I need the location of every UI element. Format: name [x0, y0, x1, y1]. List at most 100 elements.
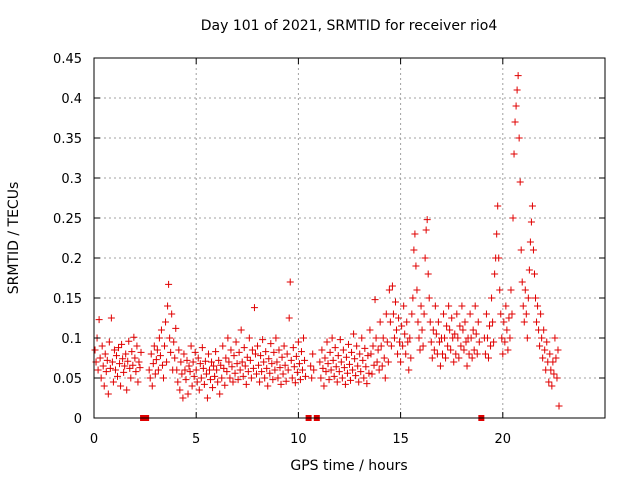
data-point: [225, 358, 233, 366]
data-point: [125, 337, 133, 345]
data-point: [375, 366, 383, 374]
data-point: [157, 326, 165, 334]
data-point: [347, 376, 355, 384]
data-point: [146, 374, 154, 382]
data-point: [260, 358, 268, 366]
data-point: [338, 374, 346, 382]
data-point: [118, 340, 126, 348]
data-point: [552, 354, 560, 362]
data-point: [519, 302, 527, 310]
data-point: [291, 379, 299, 387]
data-point: [431, 302, 439, 310]
y-axis-label: SRMTID / TECUs: [6, 182, 22, 295]
data-point: [271, 366, 279, 374]
data-point: [442, 354, 450, 362]
data-point: [493, 230, 501, 238]
data-point: [217, 361, 225, 369]
data-point: [211, 372, 219, 380]
data-point: [262, 348, 270, 356]
data-point: [331, 344, 339, 352]
data-point: [382, 310, 390, 318]
data-point: [131, 354, 139, 362]
y-tick-label: 0.15: [53, 292, 82, 307]
data-point: [239, 372, 247, 380]
data-point: [202, 370, 210, 378]
data-point: [168, 310, 176, 318]
data-point: [128, 348, 136, 356]
data-point: [427, 338, 435, 346]
data-point: [414, 318, 422, 326]
data-point: [111, 366, 119, 374]
data-point: [317, 374, 325, 382]
data-point: [193, 378, 201, 386]
data-point: [185, 362, 193, 370]
data-point: [522, 310, 530, 318]
data-point: [536, 342, 544, 350]
data-point: [458, 302, 466, 310]
data-point: [210, 362, 218, 370]
data-point: [179, 394, 187, 402]
data-point: [326, 348, 334, 356]
data-point: [103, 356, 111, 364]
data-point: [96, 354, 104, 362]
data-point: [120, 368, 128, 376]
data-point: [115, 344, 123, 352]
data-point: [509, 214, 517, 222]
data-point: [147, 350, 155, 358]
data-point: [269, 376, 277, 384]
data-point: [274, 374, 282, 382]
data-point: [445, 302, 453, 310]
data-point: [387, 342, 395, 350]
y-tick-label: 0.3: [61, 172, 82, 187]
data-points: [91, 72, 563, 410]
data-point: [463, 362, 471, 370]
data-point: [106, 364, 114, 372]
data-point: [298, 366, 306, 374]
data-point: [383, 338, 391, 346]
data-point: [175, 346, 183, 354]
data-point: [555, 402, 563, 410]
data-point: [371, 296, 379, 304]
data-point: [526, 238, 534, 246]
data-point: [302, 372, 310, 380]
data-point: [507, 286, 515, 294]
data-point: [292, 352, 300, 360]
data-point: [296, 376, 304, 384]
data-point: [235, 348, 243, 356]
x-axis-ticks: 0 5 10 15 20: [90, 58, 511, 447]
data-point: [469, 326, 477, 334]
data-point: [276, 364, 284, 372]
data-point: [267, 340, 275, 348]
data-point: [277, 380, 285, 388]
data-point: [110, 346, 118, 354]
data-point: [264, 382, 272, 390]
data-point: [405, 366, 413, 374]
data-point: [372, 334, 380, 342]
data-point: [173, 366, 181, 374]
data-point: [453, 310, 461, 318]
data-point: [502, 302, 510, 310]
data-point: [389, 310, 397, 318]
data-point: [408, 310, 416, 318]
data-point: [91, 346, 99, 354]
data-point: [378, 362, 386, 370]
data-point: [178, 370, 186, 378]
data-point: [265, 355, 273, 363]
data-point: [191, 348, 199, 356]
data-point: [194, 354, 202, 362]
data-point: [192, 366, 200, 374]
data-point: [443, 322, 451, 330]
data-point: [207, 376, 215, 384]
data-point: [258, 368, 266, 376]
data-point: [216, 390, 224, 398]
data-point: [501, 338, 509, 346]
data-point: [248, 346, 256, 354]
data-point: [550, 370, 558, 378]
data-point: [259, 336, 267, 344]
data-point: [255, 361, 263, 369]
data-point: [446, 326, 454, 334]
data-point: [403, 318, 411, 326]
data-point: [411, 230, 419, 238]
data-point: [432, 330, 440, 338]
data-point: [358, 334, 366, 342]
